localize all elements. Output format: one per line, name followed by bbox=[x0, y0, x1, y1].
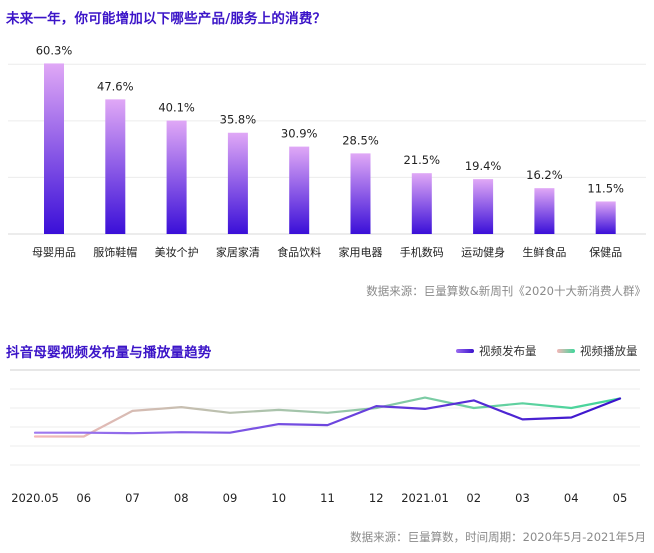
x-tick-label: 02 bbox=[466, 491, 481, 505]
bar-value-label: 21.5% bbox=[404, 153, 441, 167]
x-tick-label: 07 bbox=[125, 491, 140, 505]
bar-chart: 60.3% 47.6% 40.1% 35.8% 30.9% 28.5% 21.5% 19.4%… bbox=[8, 43, 646, 259]
bar bbox=[227, 132, 248, 234]
series-line-plays bbox=[33, 396, 622, 438]
bar-category-label: 食品饮料 bbox=[277, 245, 321, 259]
x-tick-label: 2020.05 bbox=[11, 491, 59, 505]
bar-value-label: 47.6% bbox=[97, 79, 134, 93]
legend-swatch-plays bbox=[557, 349, 575, 353]
bar bbox=[534, 188, 555, 234]
bar-value-label: 19.4% bbox=[465, 159, 502, 173]
bar-value-label: 16.2% bbox=[526, 168, 563, 182]
line-chart-title: 抖音母婴视频发布量与播放量趋势 bbox=[6, 345, 212, 361]
legend-item-posts: 视频发布量 bbox=[456, 343, 537, 359]
legend-swatch-posts bbox=[456, 349, 474, 353]
bar-category-label: 运动健身 bbox=[461, 245, 505, 259]
bar-category-label: 服饰鞋帽 bbox=[93, 245, 137, 259]
bar-category-label: 生鲜食品 bbox=[522, 245, 566, 259]
bar-category-label: 保健品 bbox=[589, 245, 622, 259]
line-chart-source: 数据来源：巨量算数，时间周期：2020年5月-2021年5月 bbox=[350, 530, 646, 544]
bar-value-label: 60.3% bbox=[36, 43, 73, 57]
bar bbox=[595, 201, 616, 234]
x-tick-label: 05 bbox=[613, 491, 628, 505]
bar-category-label: 家用电器 bbox=[339, 245, 383, 259]
x-tick-label: 03 bbox=[515, 491, 530, 505]
legend-label-plays: 视频播放量 bbox=[580, 344, 638, 358]
bar-chart-title: 未来一年，你可能增加以下哪些产品/服务上的消费？ bbox=[6, 11, 327, 27]
bar-category-label: 美妆个护 bbox=[155, 245, 199, 259]
x-tick-label: 10 bbox=[271, 491, 286, 505]
bar-value-label: 40.1% bbox=[158, 101, 195, 115]
x-tick-label: 04 bbox=[564, 491, 579, 505]
legend-item-plays: 视频播放量 bbox=[557, 343, 638, 359]
bar bbox=[105, 99, 126, 234]
bar bbox=[411, 173, 432, 234]
legend-label-posts: 视频发布量 bbox=[479, 344, 537, 358]
bar-category-label: 母婴用品 bbox=[32, 246, 76, 259]
bar bbox=[44, 63, 64, 235]
bar-value-label: 30.9% bbox=[281, 127, 318, 141]
x-tick-label: 06 bbox=[76, 491, 91, 505]
bar bbox=[350, 153, 371, 234]
bar bbox=[166, 120, 187, 234]
x-tick-label: 09 bbox=[223, 491, 238, 505]
bar bbox=[289, 146, 310, 234]
bar-value-label: 35.8% bbox=[220, 113, 257, 127]
bar-category-label: 手机数码 bbox=[400, 245, 444, 259]
x-tick-label: 12 bbox=[369, 491, 384, 505]
bar-chart-source: 数据来源：巨量算数&新周刊《2020十大新消费人群》 bbox=[366, 284, 646, 298]
bar-value-label: 11.5% bbox=[587, 181, 624, 195]
bar-category-label: 家居家清 bbox=[216, 245, 260, 259]
bar-value-label: 28.5% bbox=[342, 133, 379, 147]
x-tick-label: 08 bbox=[174, 491, 189, 505]
series-line-posts bbox=[33, 397, 622, 435]
bar bbox=[473, 179, 494, 234]
x-tick-label: 2021.01 bbox=[401, 491, 449, 505]
x-tick-label: 11 bbox=[320, 491, 335, 505]
